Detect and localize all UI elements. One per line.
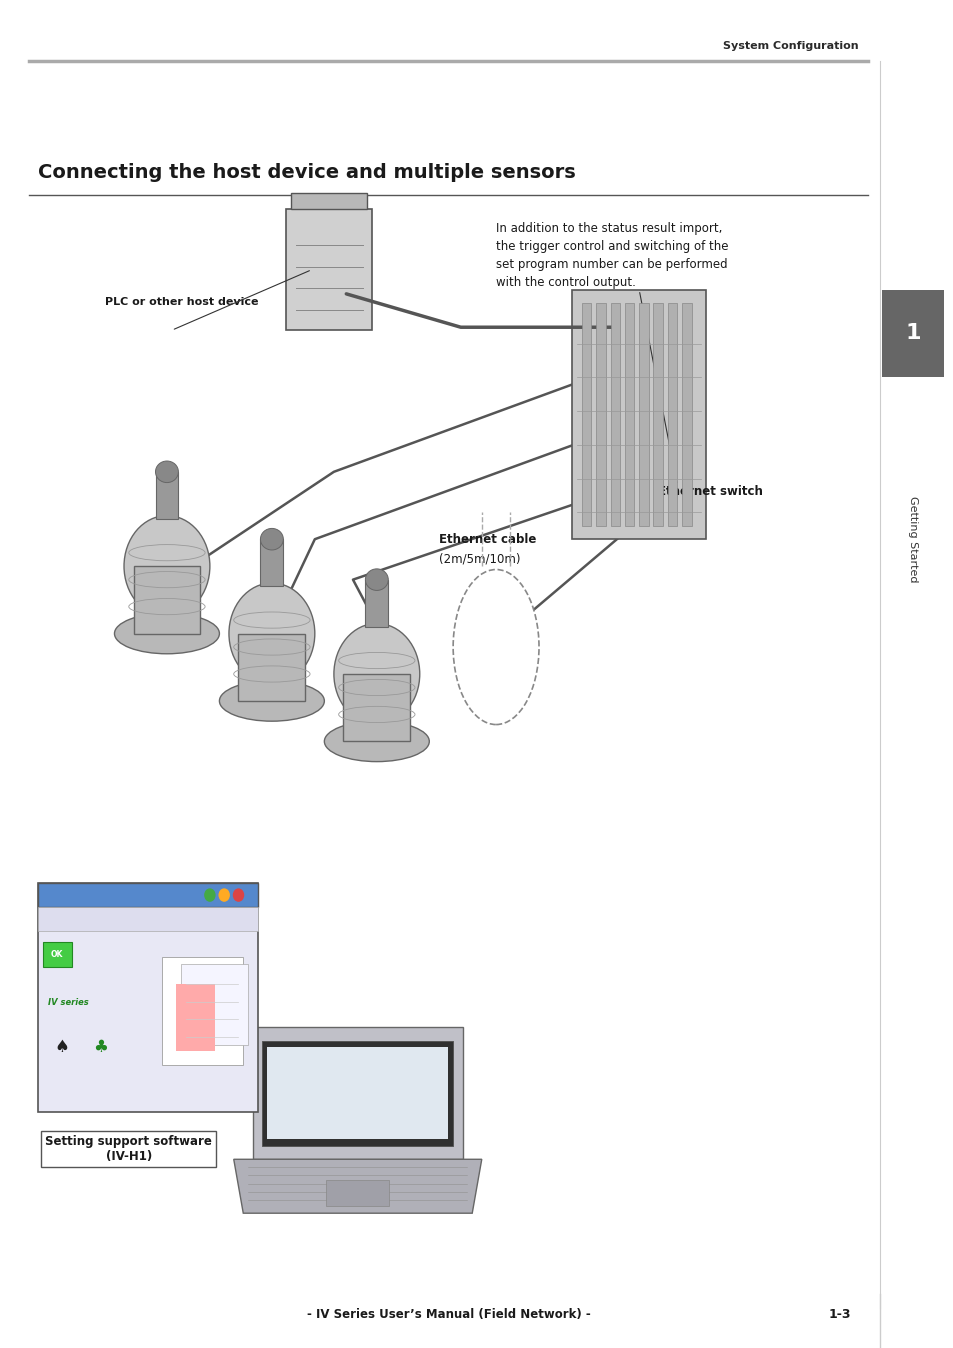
Ellipse shape [114, 613, 219, 654]
Bar [596, 303, 605, 526]
Bar [572, 290, 705, 539]
Ellipse shape [324, 721, 429, 762]
Text: (2m/5m/10m): (2m/5m/10m) [438, 553, 519, 566]
Ellipse shape [218, 888, 230, 902]
Ellipse shape [204, 888, 215, 902]
Bar [162, 957, 243, 1065]
Text: 1: 1 [904, 324, 921, 342]
Text: OK: OK [51, 950, 63, 958]
Ellipse shape [233, 888, 244, 902]
Bar [681, 303, 691, 526]
Bar [38, 883, 257, 907]
Ellipse shape [219, 681, 324, 721]
Ellipse shape [334, 623, 419, 724]
Ellipse shape [155, 461, 178, 483]
Text: Ethernet cable: Ethernet cable [438, 532, 536, 546]
Bar [639, 303, 648, 526]
Bar [155, 472, 178, 519]
Text: PLC or other host device: PLC or other host device [105, 297, 257, 306]
Bar [343, 674, 410, 741]
Text: In addition to the status result import,
the trigger control and switching of th: In addition to the status result import,… [496, 222, 728, 290]
Text: ♠: ♠ [54, 1038, 70, 1055]
Bar [581, 303, 591, 526]
Ellipse shape [365, 569, 388, 590]
Bar [653, 303, 662, 526]
Text: Getting Started: Getting Started [907, 496, 918, 582]
Bar [260, 539, 283, 586]
Bar [133, 566, 200, 634]
Text: Ethernet switch: Ethernet switch [658, 485, 762, 499]
Bar [43, 942, 71, 967]
Bar [286, 209, 372, 330]
Bar [238, 634, 305, 701]
Text: ♣: ♣ [92, 1038, 108, 1055]
Bar [291, 193, 367, 209]
Bar [624, 303, 634, 526]
Bar [176, 984, 214, 1051]
Ellipse shape [260, 528, 283, 550]
Bar [253, 1027, 462, 1159]
Bar [262, 1041, 453, 1146]
Text: 1-3: 1-3 [827, 1308, 850, 1321]
Text: System Configuration: System Configuration [722, 42, 858, 51]
Polygon shape [233, 1159, 481, 1213]
Ellipse shape [453, 569, 538, 724]
Text: IV series: IV series [48, 998, 89, 1007]
Bar [365, 580, 388, 627]
Bar [181, 964, 248, 1045]
Bar [667, 303, 677, 526]
Bar [38, 907, 257, 931]
Text: - IV Series User’s Manual (Field Network) -: - IV Series User’s Manual (Field Network… [306, 1308, 590, 1321]
Bar [267, 1047, 448, 1139]
FancyBboxPatch shape [882, 290, 943, 377]
Ellipse shape [229, 582, 314, 683]
Text: Connecting the host device and multiple sensors: Connecting the host device and multiple … [38, 163, 576, 182]
Text: Setting support software
(IV-H1): Setting support software (IV-H1) [46, 1135, 212, 1163]
Bar [610, 303, 619, 526]
Ellipse shape [124, 515, 210, 616]
Bar [326, 1180, 389, 1206]
Bar [38, 883, 257, 1112]
